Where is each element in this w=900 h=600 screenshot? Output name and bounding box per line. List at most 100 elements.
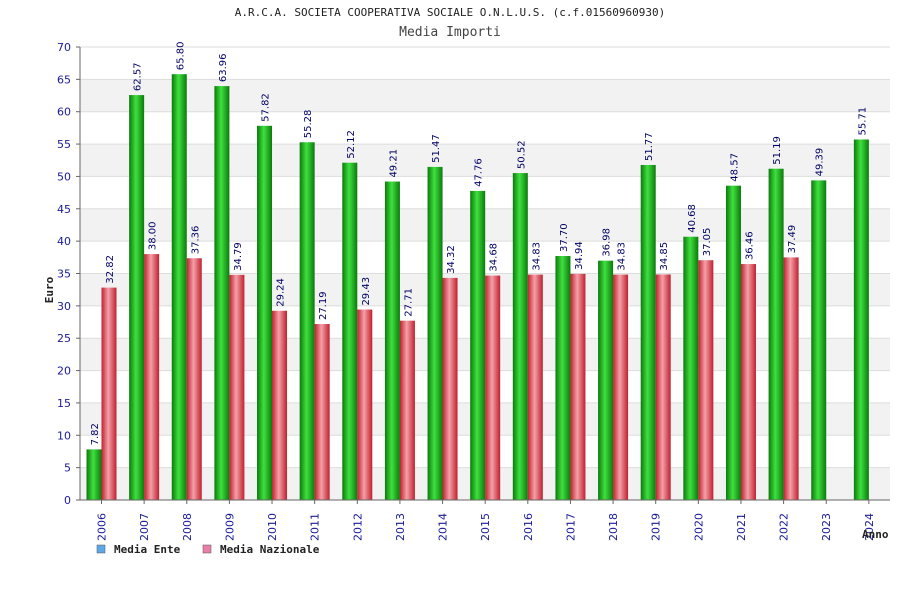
data-label-media-ente: 47.76 xyxy=(474,158,485,187)
data-label-media-nazionale: 34.79 xyxy=(233,242,244,271)
data-label-media-ente: 52.12 xyxy=(346,130,357,159)
data-label-media-ente: 63.96 xyxy=(218,53,229,82)
bar-media-ente xyxy=(299,142,315,500)
data-label-media-ente: 36.98 xyxy=(602,228,613,257)
bar-media-nazionale xyxy=(613,274,629,500)
data-label-media-nazionale: 34.83 xyxy=(617,242,628,271)
y-tick-label: 55 xyxy=(57,138,71,151)
legend-swatch-media-ente xyxy=(96,544,106,554)
bar-media-nazionale xyxy=(186,258,202,500)
plot-band xyxy=(80,111,890,145)
bar-media-ente xyxy=(768,168,784,500)
legend: Media Ente Media Nazionale xyxy=(96,543,320,556)
bar-media-nazionale xyxy=(357,309,373,500)
x-tick-label: 2015 xyxy=(479,513,492,541)
legend-swatch-media-nazionale xyxy=(202,544,212,554)
x-tick-label: 2012 xyxy=(351,513,364,541)
x-tick-label: 2016 xyxy=(522,513,535,541)
x-tick-label: 2010 xyxy=(266,513,279,541)
x-axis-label: Anno xyxy=(862,528,889,541)
bar-media-ente xyxy=(171,74,187,501)
chart-title: A.R.C.A. SOCIETA COOPERATIVA SOCIALE O.N… xyxy=(234,6,666,19)
y-tick-label: 0 xyxy=(64,494,71,507)
data-label-media-nazionale: 27.19 xyxy=(318,291,329,320)
bar-media-nazionale xyxy=(399,320,415,500)
data-label-media-ente: 7.82 xyxy=(90,423,101,445)
x-tick-label: 2006 xyxy=(96,513,109,541)
bar-media-ente xyxy=(384,181,400,500)
plot-band xyxy=(80,47,890,80)
y-tick-label: 5 xyxy=(64,462,71,475)
data-label-media-ente: 51.19 xyxy=(772,136,783,165)
x-tick-label: 2024 xyxy=(863,513,876,541)
data-label-media-ente: 48.57 xyxy=(729,153,740,182)
data-label-media-nazionale: 27.71 xyxy=(403,288,414,317)
data-label-media-nazionale: 29.24 xyxy=(276,278,287,307)
data-label-media-ente: 51.47 xyxy=(431,134,442,163)
data-label-media-nazionale: 37.36 xyxy=(190,226,201,255)
y-tick-label: 40 xyxy=(57,235,71,248)
data-label-media-ente: 40.68 xyxy=(687,204,698,233)
bar-media-nazionale xyxy=(527,274,543,500)
bar-media-ente xyxy=(129,95,145,501)
bar-media-nazionale xyxy=(570,273,586,500)
bar-media-ente xyxy=(512,173,528,501)
axes: 0 5 10 15 20 25 30 35 40 45 50 55 60 65 70 2006 2007 2008… xyxy=(57,41,890,541)
x-tick-label: 2020 xyxy=(692,513,705,541)
bar-media-nazionale xyxy=(229,274,245,500)
y-tick-label: 65 xyxy=(57,73,71,86)
bar-media-nazionale xyxy=(144,254,160,500)
bar-media-ente xyxy=(555,256,571,500)
bar-media-nazionale xyxy=(698,260,714,500)
x-tick-label: 2023 xyxy=(820,513,833,541)
y-tick-label: 10 xyxy=(57,429,71,442)
y-tick-label: 70 xyxy=(57,41,71,54)
data-label-media-nazionale: 32.82 xyxy=(105,255,116,284)
data-label-media-nazionale: 36.46 xyxy=(744,231,755,260)
bars: 7.82 32.82 62.57 38.00 65.80 37.36 63.96 34.79 5… xyxy=(86,42,869,501)
x-tick-label: 2022 xyxy=(778,513,791,541)
data-label-media-nazionale: 38.00 xyxy=(148,221,159,250)
data-label-media-ente: 62.57 xyxy=(133,62,144,91)
x-tick-label: 2019 xyxy=(650,513,663,541)
bar-media-nazionale xyxy=(485,275,501,500)
data-label-media-nazionale: 37.05 xyxy=(702,228,713,257)
x-tick-label: 2018 xyxy=(607,513,620,541)
bar-media-nazionale xyxy=(272,310,288,500)
x-tick-label: 2007 xyxy=(138,513,151,541)
bar-media-ente xyxy=(427,166,443,500)
legend-label-media-ente: Media Ente xyxy=(114,543,181,556)
data-label-media-nazionale: 34.85 xyxy=(659,242,670,271)
x-tick-label: 2011 xyxy=(309,513,322,541)
data-label-media-ente: 55.71 xyxy=(857,107,868,136)
bar-media-nazionale xyxy=(314,324,330,500)
x-tick-label: 2013 xyxy=(394,513,407,541)
legend-label-media-nazionale: Media Nazionale xyxy=(220,543,320,556)
chart-subtitle: Media Importi xyxy=(399,25,501,40)
bar-media-nazionale xyxy=(442,277,458,500)
data-label-media-nazionale: 34.94 xyxy=(574,241,585,270)
bar-media-ente xyxy=(811,180,827,500)
data-label-media-ente: 51.77 xyxy=(644,132,655,161)
bar-media-ente xyxy=(257,125,273,501)
plot-band xyxy=(80,79,890,112)
x-tick-label: 2021 xyxy=(735,513,748,541)
bar-media-nazionale xyxy=(740,264,756,500)
bar-media-ente xyxy=(853,139,869,500)
data-label-media-nazionale: 37.49 xyxy=(787,225,798,254)
bar-media-ente xyxy=(598,260,614,500)
data-label-media-nazionale: 29.43 xyxy=(361,277,372,306)
bar-media-ente xyxy=(86,449,102,500)
y-tick-label: 35 xyxy=(57,268,71,281)
data-label-media-ente: 37.70 xyxy=(559,223,570,252)
y-tick-label: 30 xyxy=(57,300,71,313)
bar-media-ente xyxy=(640,164,656,501)
data-label-media-ente: 65.80 xyxy=(175,42,186,71)
data-label-media-ente: 55.28 xyxy=(303,110,314,139)
bar-media-ente xyxy=(725,185,741,500)
y-tick-label: 25 xyxy=(57,332,71,345)
y-tick-label: 60 xyxy=(57,106,71,119)
bar-media-ente xyxy=(470,190,486,501)
bar-media-ente xyxy=(342,162,358,500)
